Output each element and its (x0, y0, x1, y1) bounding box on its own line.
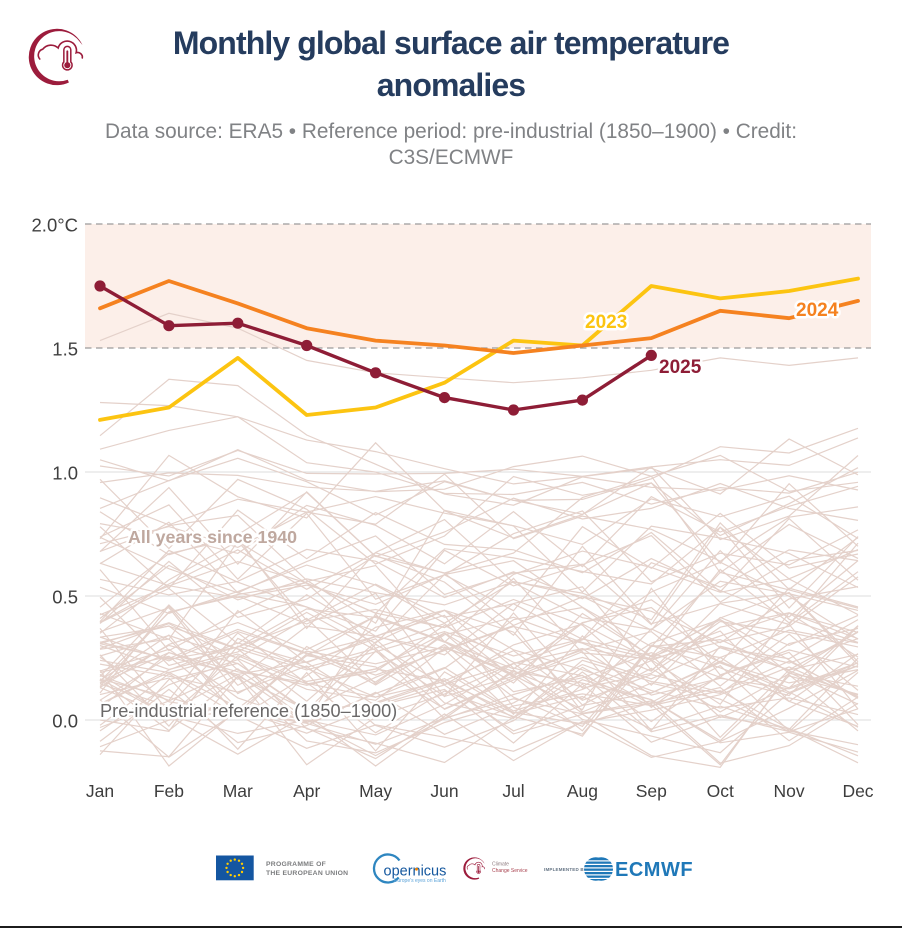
svg-text:0.5: 0.5 (52, 587, 78, 608)
svg-text:Jul: Jul (502, 781, 524, 801)
svg-text:2.0°C: 2.0°C (32, 215, 78, 236)
svg-text:Dec: Dec (842, 781, 873, 801)
svg-text:Jun: Jun (430, 781, 458, 801)
svg-text:Jan: Jan (86, 781, 114, 801)
svg-text:2025: 2025 (659, 357, 702, 378)
svg-text:0.0: 0.0 (52, 711, 78, 732)
svg-text:1.0: 1.0 (52, 463, 78, 484)
svg-text:Europe's eyes on Earth: Europe's eyes on Earth (394, 878, 446, 884)
svg-text:Nov: Nov (774, 781, 805, 801)
svg-text:May: May (359, 781, 392, 801)
svg-text:Apr: Apr (293, 781, 320, 801)
svg-text:Climate: Climate (492, 862, 509, 868)
svg-text:All years since 1940: All years since 1940 (128, 527, 297, 547)
svg-text:IMPLEMENTED BY: IMPLEMENTED BY (544, 867, 587, 872)
svg-text:Sep: Sep (636, 781, 667, 801)
svg-text:Aug: Aug (567, 781, 598, 801)
svg-text:Feb: Feb (154, 781, 184, 801)
svg-text:Oct: Oct (707, 781, 734, 801)
svg-text:PROGRAMME OF: PROGRAMME OF (266, 861, 326, 868)
svg-text:opernicus: opernicus (384, 864, 447, 880)
svg-text:Mar: Mar (223, 781, 253, 801)
svg-text:THE EUROPEAN UNION: THE EUROPEAN UNION (266, 870, 348, 877)
svg-text:1.5: 1.5 (52, 339, 78, 360)
svg-text:ECMWF: ECMWF (615, 859, 693, 881)
svg-text:Pre-industrial reference (1850: Pre-industrial reference (1850–1900) (100, 701, 397, 721)
svg-text:2024: 2024 (796, 300, 839, 321)
svg-text:2023: 2023 (585, 312, 627, 333)
svg-text:Change Service: Change Service (492, 868, 528, 874)
